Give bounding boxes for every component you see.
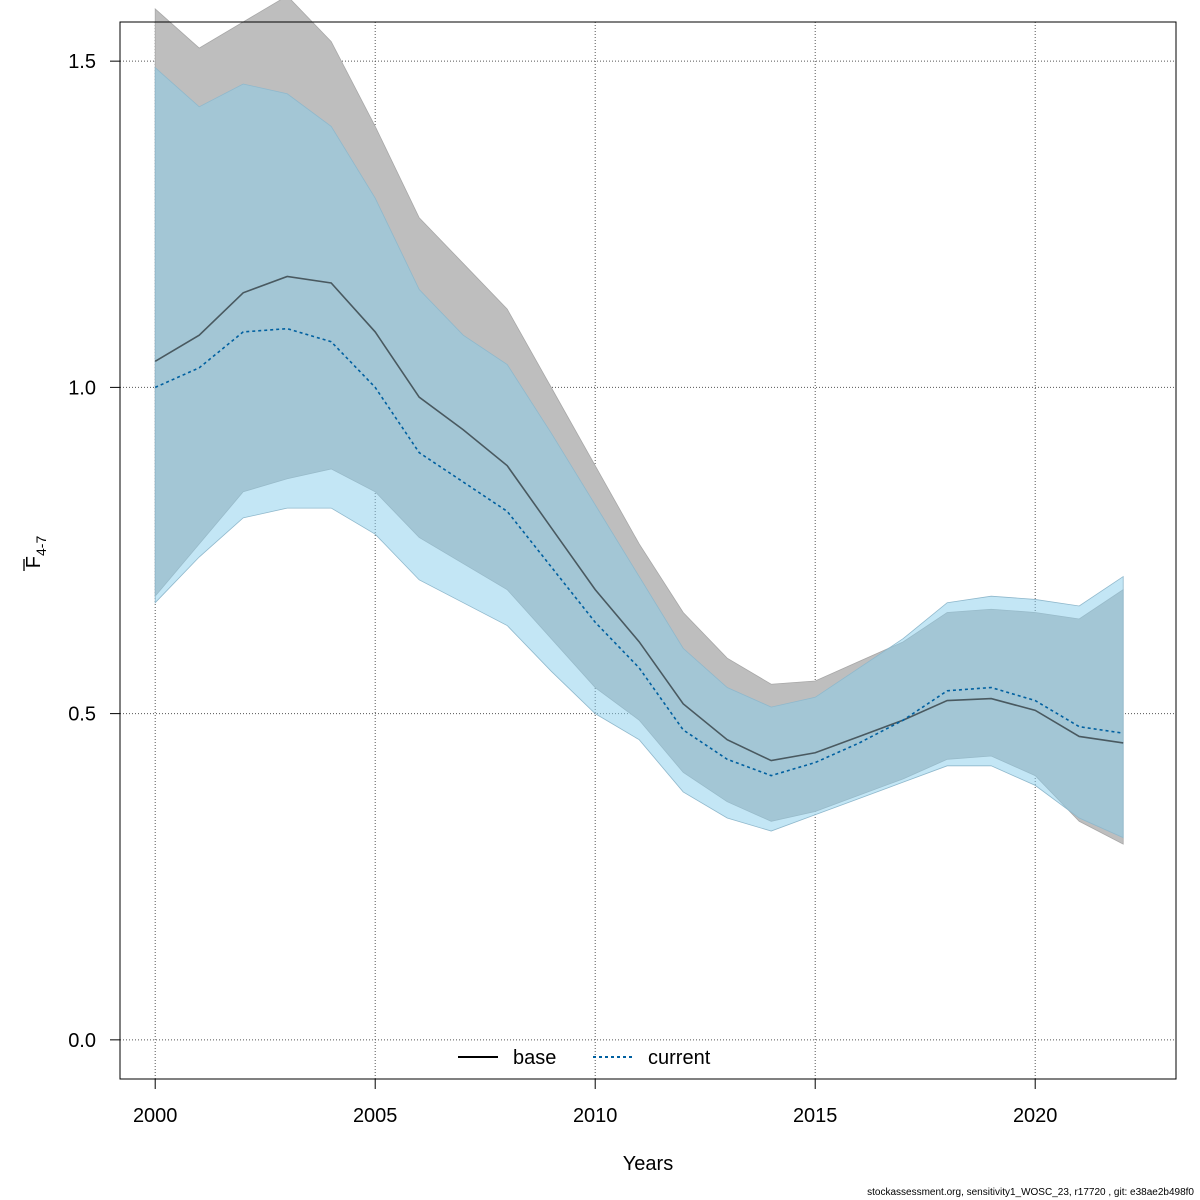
y-tick-label: 0.0 <box>68 1030 96 1052</box>
confidence-band-current <box>154 66 1124 839</box>
y-axis-label-subscript: 4-7 <box>33 536 49 556</box>
x-tick-label: 2010 <box>573 1105 618 1127</box>
y-axis-label: F4-7 <box>23 536 49 571</box>
y-tick-label: 0.5 <box>68 704 96 726</box>
series-line-current <box>154 327 1124 777</box>
y-axis-label-letter: F <box>23 556 45 568</box>
y-axis-label-main: F4-7 <box>23 536 49 569</box>
y-tick-label: 1.5 <box>68 51 96 73</box>
legend-label-current: current <box>648 1047 711 1069</box>
x-tick-label: 2005 <box>353 1105 398 1127</box>
x-tick-label: 2000 <box>133 1105 178 1127</box>
footer-note: stockassessment.org, sensitivity1_WOSC_2… <box>867 1187 1194 1198</box>
x-tick-label: 2020 <box>1013 1105 1058 1127</box>
confidence-bands <box>154 0 1124 845</box>
x-tick-label: 2015 <box>793 1105 838 1127</box>
x-axis: 2000 2005 2010 2015 2020 <box>133 1078 1058 1127</box>
series-line-base <box>154 275 1124 762</box>
legend: base current <box>458 1047 711 1069</box>
x-axis-label: Years <box>623 1153 673 1175</box>
legend-label-base: base <box>513 1047 556 1069</box>
y-tick-label: 1.0 <box>68 377 96 399</box>
y-axis: 0.0 0.5 1.0 1.5 <box>68 51 121 1052</box>
series-lines <box>154 275 1124 777</box>
